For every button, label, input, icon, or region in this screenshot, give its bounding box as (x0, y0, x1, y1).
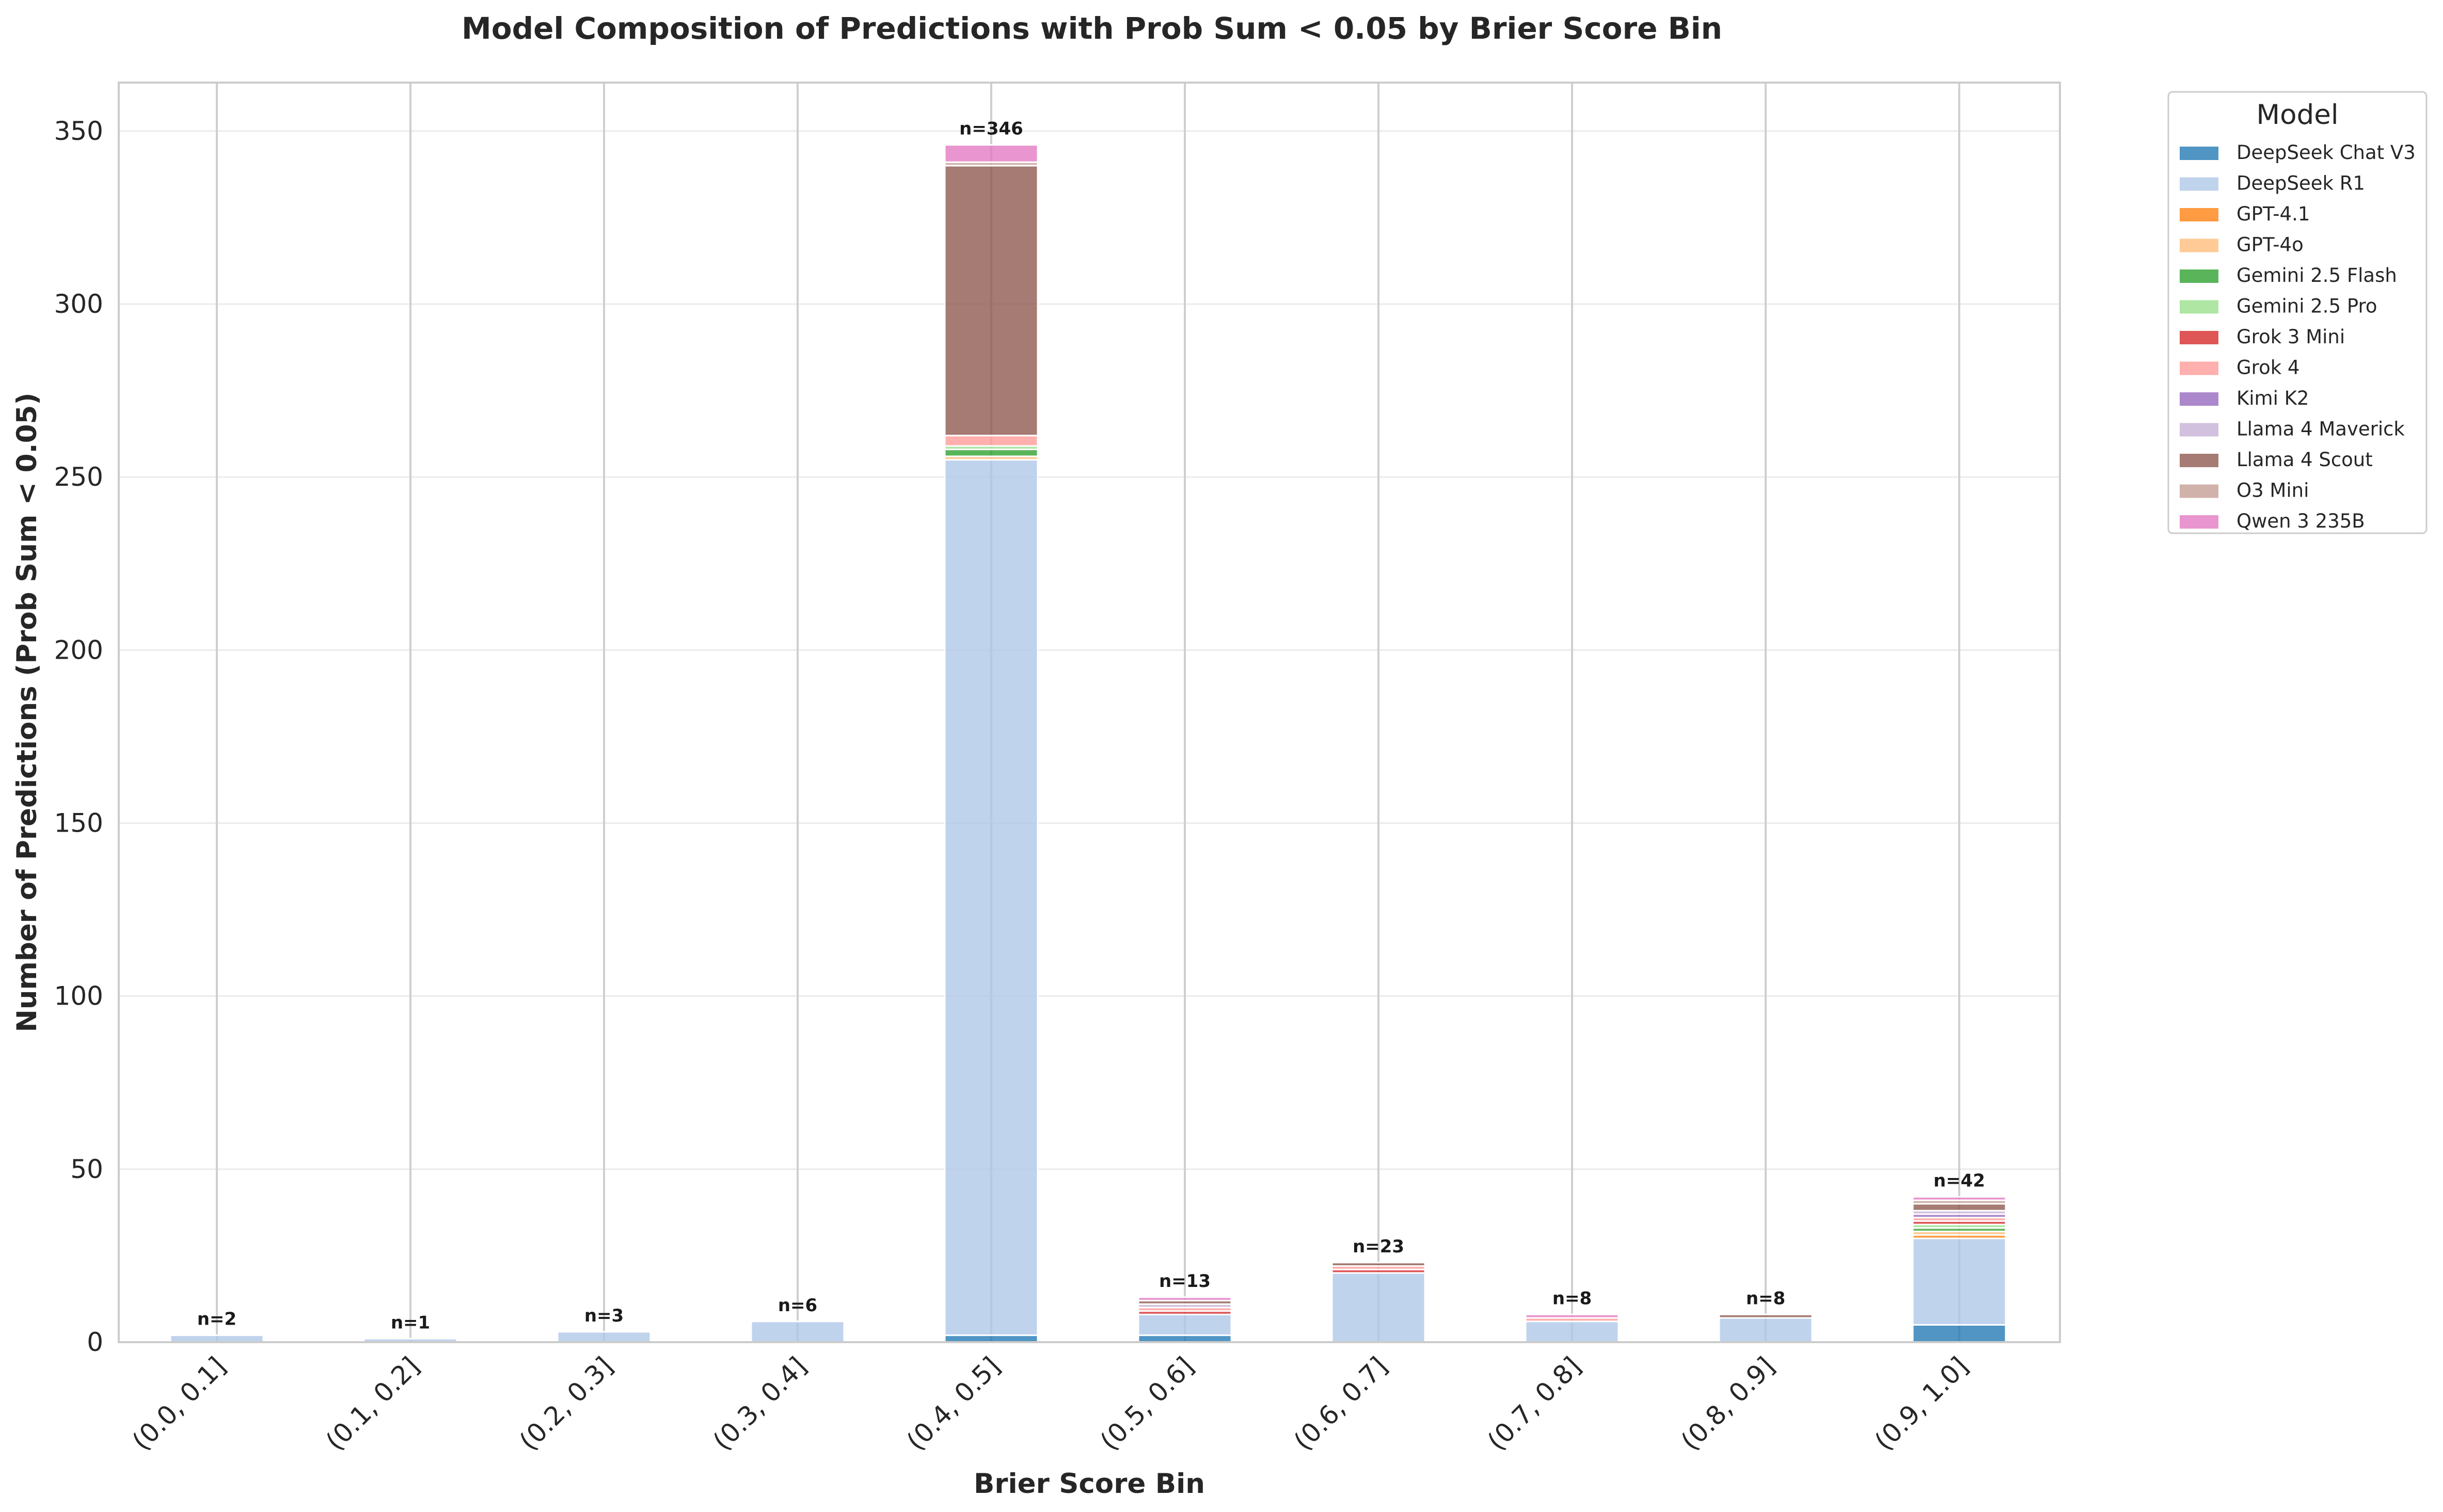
legend-label: Kimi K2 (2236, 387, 2309, 409)
bar-segment (944, 459, 1039, 1336)
x-tick-label: (0.0, 0.1] (126, 1351, 232, 1456)
y-tick-label: 350 (54, 116, 103, 146)
x-axis-ticks: (0.0, 0.1] (0.1, 0.2] (0.2, 0.3] (0.3, 0.4]… (126, 1351, 1974, 1456)
y-tick-label: 50 (70, 1154, 103, 1184)
y-tick-label: 0 (87, 1327, 103, 1357)
legend-label: Gemini 2.5 Pro (2236, 295, 2377, 317)
legend-swatch (2180, 484, 2218, 498)
legend-label: DeepSeek R1 (2236, 172, 2365, 195)
x-tick-label: (0.1, 0.2] (320, 1351, 425, 1456)
legend-label: GPT-4.1 (2236, 203, 2310, 225)
legend-label: Qwen 3 235B (2236, 510, 2365, 532)
legend-swatch (2180, 331, 2218, 344)
total-labels: n=2 n=1 n=3 n=6 n=346 n=13 n=23 n=8 n=8 n=42 (197, 119, 1985, 1333)
bar-total-label: n=1 (391, 1312, 430, 1333)
bar-total-label: n=6 (778, 1295, 817, 1316)
bar-segment (1718, 1313, 1813, 1319)
legend-swatch (2180, 177, 2218, 191)
bars (169, 144, 2007, 1343)
y-tick-label: 300 (54, 289, 103, 319)
legend-items: DeepSeek Chat V3 DeepSeek R1 GPT-4.1 GPT-4o… (2180, 141, 2416, 532)
plot-frame (118, 82, 2061, 1343)
legend-swatch (2180, 238, 2218, 252)
legend-label: Grok 4 (2236, 357, 2299, 379)
bar-total-label: n=42 (1933, 1170, 1985, 1191)
y-tick-label: 250 (54, 462, 103, 492)
bar-segment (1912, 1196, 2007, 1201)
bar-segment (1912, 1237, 2007, 1326)
chart-title: Model Composition of Predictions with Pr… (462, 11, 1722, 46)
x-tick-label: (0.8, 0.9] (1675, 1351, 1781, 1456)
bar-segment (750, 1320, 845, 1343)
bar-segment (1718, 1317, 1813, 1343)
bar-segment (944, 165, 1039, 437)
bar-segment (557, 1331, 652, 1343)
legend-swatch (2180, 392, 2218, 406)
bar-segment (944, 1334, 1039, 1343)
bar-segment (944, 435, 1039, 447)
x-tick-label: (0.7, 0.8] (1482, 1351, 1587, 1456)
bar-segment (1525, 1313, 1620, 1319)
legend-swatch (2180, 269, 2218, 283)
bar-total-label: n=346 (959, 119, 1023, 139)
legend-swatch (2180, 423, 2218, 437)
grid-lines (119, 83, 2060, 1343)
bar-segment (169, 1334, 264, 1343)
x-axis-label: Brier Score Bin (974, 1468, 1205, 1500)
bar-segment (1137, 1313, 1232, 1336)
bar-total-label: n=13 (1159, 1271, 1211, 1292)
bar-segment (944, 144, 1039, 163)
bar-total-label: n=3 (584, 1306, 624, 1326)
bar-segment (1912, 1324, 2007, 1343)
y-tick-label: 150 (54, 808, 103, 838)
legend-swatch (2180, 147, 2218, 160)
bar-segment (1137, 1334, 1232, 1343)
bar-segment (944, 449, 1039, 457)
legend-swatch (2180, 361, 2218, 375)
legend-frame (2167, 91, 2428, 534)
bar-total-label: n=8 (1746, 1288, 1785, 1309)
legend-title: Model (2256, 99, 2338, 131)
plot-area (119, 83, 2060, 1342)
y-tick-label: 200 (54, 635, 103, 665)
x-tick-label: (0.6, 0.7] (1288, 1351, 1393, 1456)
bar-segment (1137, 1296, 1232, 1302)
bar-segment (1331, 1272, 1426, 1343)
legend: Model DeepSeek Chat V3 DeepSeek R1 GPT-4.1… (2167, 91, 2428, 534)
bar-total-label: n=2 (197, 1309, 236, 1330)
legend-swatch (2180, 208, 2218, 221)
x-tick-label: (0.5, 0.6] (1094, 1351, 1200, 1456)
x-tick-label: (0.4, 0.5] (901, 1351, 1006, 1456)
legend-label: Llama 4 Scout (2236, 449, 2373, 471)
legend-label: Grok 3 Mini (2236, 326, 2345, 348)
y-axis-label: Number of Predictions (Prob Sum < 0.05) (11, 392, 43, 1032)
x-tick-label: (0.9, 1.0] (1869, 1351, 1974, 1456)
bar-total-label: n=23 (1353, 1236, 1404, 1257)
x-tick-label: (0.2, 0.3] (514, 1351, 619, 1456)
legend-swatch (2180, 300, 2218, 314)
y-tick-label: 100 (54, 981, 103, 1011)
legend-label: O3 Mini (2236, 480, 2309, 502)
y-axis-ticks: 0 50 100 150 200 250 300 350 (54, 116, 103, 1357)
x-tick-label: (0.3, 0.4] (707, 1351, 813, 1456)
legend-swatch (2180, 454, 2218, 467)
legend-label: GPT-4o (2236, 234, 2304, 256)
legend-label: Llama 4 Maverick (2236, 418, 2405, 440)
legend-label: DeepSeek Chat V3 (2236, 141, 2416, 164)
legend-label: Gemini 2.5 Flash (2236, 264, 2397, 287)
bar-segment (1331, 1262, 1426, 1267)
bar-total-label: n=8 (1552, 1288, 1592, 1309)
legend-swatch (2180, 515, 2218, 529)
bar-segment (1525, 1320, 1620, 1343)
bar-segment (1912, 1203, 2007, 1212)
